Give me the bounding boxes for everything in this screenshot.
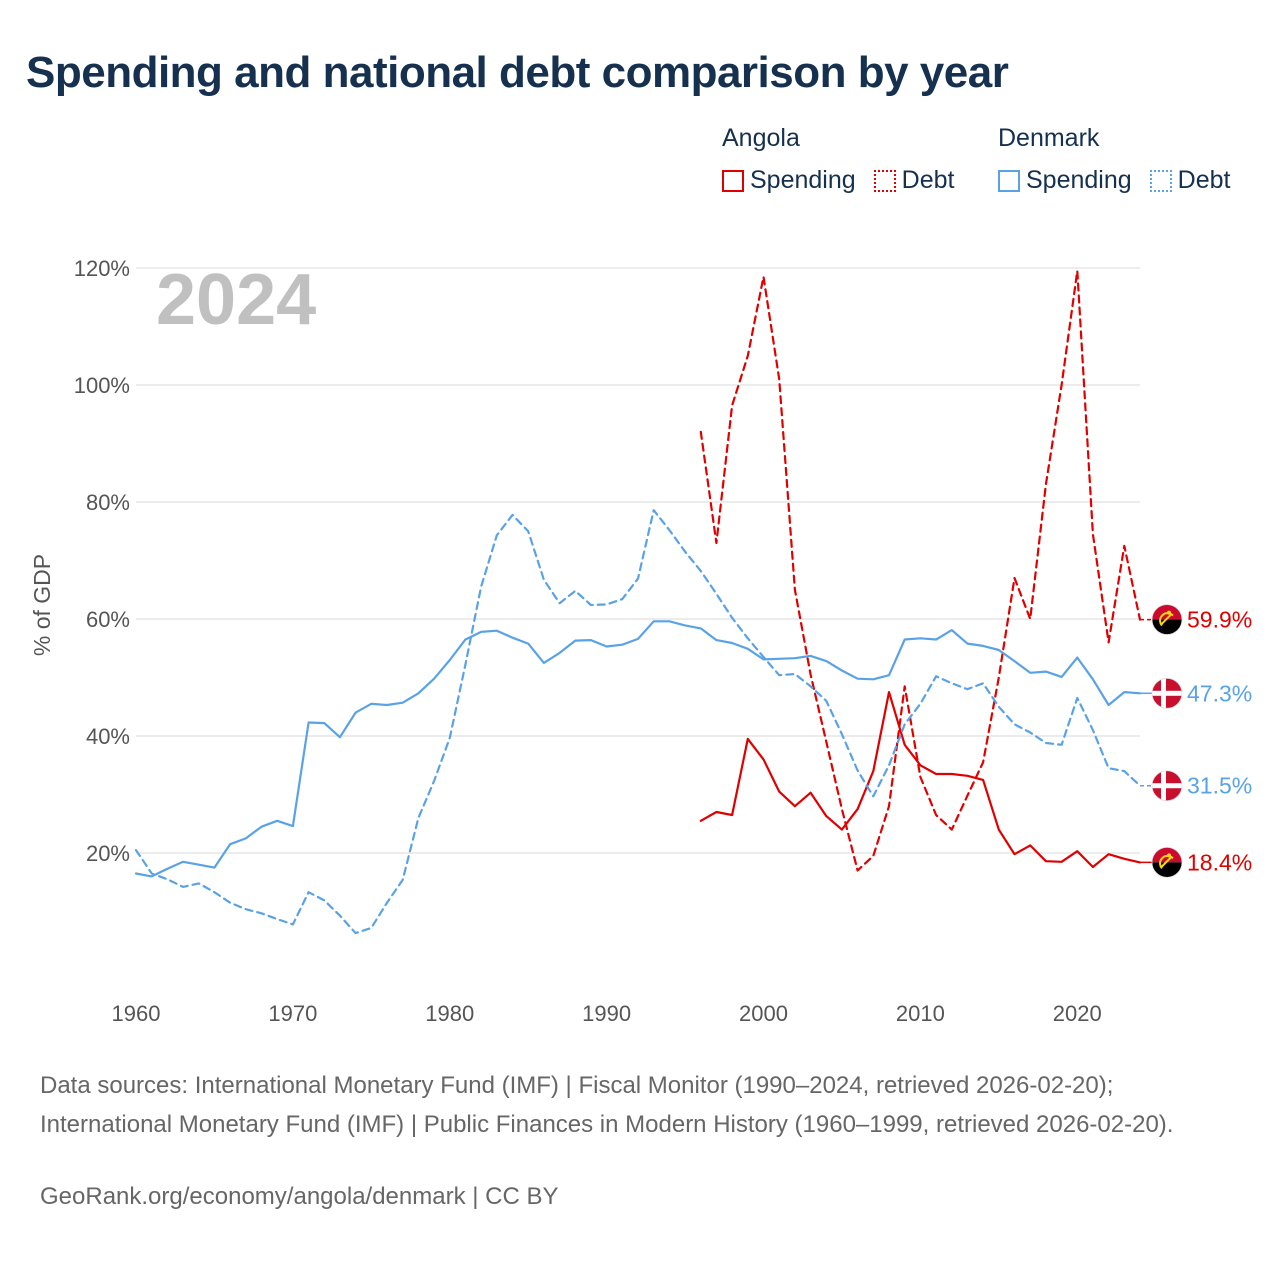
end-value-label: 31.5% [1187, 773, 1252, 799]
legend-item-denmark-debt[interactable]: Debt [1149, 166, 1231, 195]
current-year-label: 2024 [156, 260, 316, 340]
x-tick-label: 1960 [112, 1001, 161, 1026]
legend-group-name: Denmark [998, 124, 1100, 152]
legend-swatch-solid [722, 169, 744, 192]
y-tick-label: 100% [74, 373, 130, 398]
angola-flag-icon [1151, 846, 1183, 878]
credit-link[interactable]: GeoRank.org/economy/angola/denmark | CC … [40, 1183, 559, 1210]
chart-title: Spending and national debt comparison by… [26, 48, 1009, 97]
legend-group-angola: Angola Spending Debt [722, 124, 972, 195]
series-line-angola-spending [699, 690, 1142, 869]
legend-label: Spending [1026, 166, 1132, 194]
denmark-flag-icon [1151, 677, 1183, 709]
end-value-label: 18.4% [1187, 849, 1252, 875]
x-tick-label: 2000 [739, 1001, 788, 1026]
y-tick-label: 20% [86, 841, 130, 866]
y-axis-label: % of GDP [29, 554, 55, 656]
legend-group-name: Angola [722, 124, 800, 152]
legend-swatch-dotted [1149, 169, 1172, 192]
legend-swatch-solid [998, 169, 1020, 192]
x-tick-label: 2010 [896, 1001, 945, 1026]
y-tick-label: 40% [86, 724, 130, 749]
y-tick-label: 60% [86, 607, 130, 632]
legend-label: Debt [901, 166, 955, 194]
y-tick-label: 120% [74, 256, 130, 281]
legend-swatch-dotted [873, 169, 896, 192]
legend-item-denmark-spending[interactable]: Spending [998, 166, 1132, 195]
angola-flag-icon [1151, 604, 1183, 635]
series-line-denmark-spending [134, 620, 1142, 878]
line-chart: 20% 40% 60% 80% 100% 120% 1960 1970 1980 1990 2000… [29, 256, 1252, 1026]
denmark-flag-icon [1151, 770, 1183, 802]
legend-group-denmark: Denmark Spending Debt [998, 124, 1230, 195]
legend-label: Debt [1177, 166, 1231, 194]
series-line-angola-debt [699, 269, 1142, 872]
legend-label: Spending [750, 166, 856, 194]
data-sources: Data sources: International Monetary Fun… [40, 1072, 1174, 1138]
y-tick-label: 80% [86, 490, 130, 515]
series-line-denmark-debt [134, 509, 1142, 935]
end-value-label: 59.9% [1187, 607, 1252, 633]
x-tick-label: 2020 [1053, 1001, 1102, 1026]
end-value-label: 47.3% [1187, 680, 1252, 706]
x-tick-label: 1990 [582, 1001, 631, 1026]
legend-item-angola-debt[interactable]: Debt [873, 166, 955, 195]
x-tick-label: 1970 [268, 1001, 317, 1026]
x-tick-label: 1980 [425, 1001, 474, 1026]
legend-item-angola-spending[interactable]: Spending [722, 166, 856, 195]
